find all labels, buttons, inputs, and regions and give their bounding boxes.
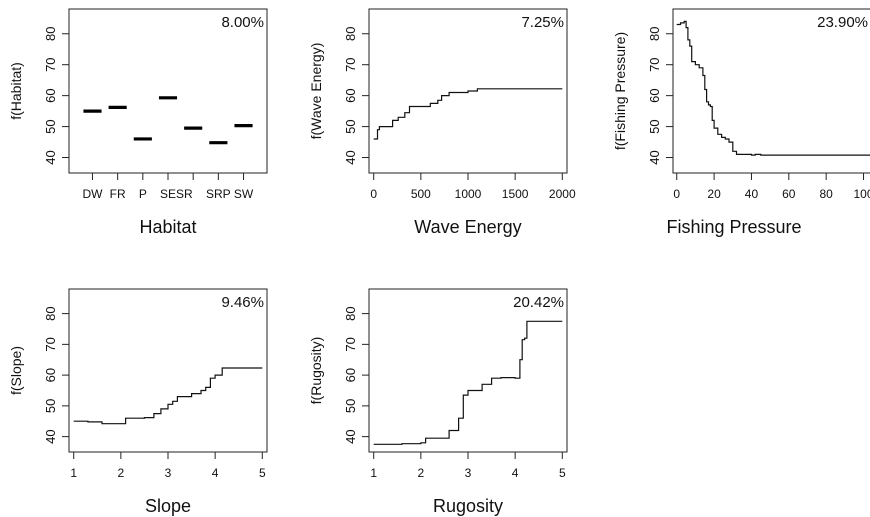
- x-tick-label: 20: [707, 187, 721, 201]
- x-tick-label: 4: [212, 466, 219, 480]
- panel-rugosity: 40 50 60 70 80 1 2 3 4 5 20.42% Rugosity f(Rugosity): [308, 288, 568, 516]
- importance-label: 20.42%: [513, 294, 564, 311]
- x-tick-label: 1: [370, 466, 377, 480]
- y-tick-label: 70: [343, 337, 358, 351]
- importance-label: 23.90%: [817, 14, 868, 31]
- y-tick-label: 50: [43, 399, 58, 413]
- y-tick-label: 60: [43, 88, 58, 102]
- y-axis-title: f(Slope): [8, 346, 24, 395]
- importance-label: 9.46%: [221, 294, 264, 311]
- x-tick-label: SW: [234, 187, 254, 201]
- y-tick-label: 70: [343, 57, 358, 71]
- x-tick-label: 0: [370, 187, 377, 201]
- y-tick-label: 40: [43, 429, 58, 443]
- panel-slope: 40 50 60 70 80 1 2 3 4 5 9.46% Slope f(Slope): [8, 288, 268, 516]
- x-tick-label: FR: [110, 187, 126, 201]
- x-tick-label: 60: [782, 187, 796, 201]
- x-tick-label: 80: [819, 187, 833, 201]
- plot-frame: [68, 8, 268, 174]
- y-tick-label: 50: [43, 119, 58, 133]
- x-tick-label: 0: [673, 187, 680, 201]
- y-axis-title: f(Habitat): [8, 62, 24, 120]
- y-tick-label: 60: [647, 88, 662, 102]
- y-tick-label: 40: [343, 150, 358, 164]
- x-tick-label: SESR: [160, 187, 193, 201]
- panel-fishing-pressure: 40 50 60 70 80 0 20 40 60 80 100 23.90% Fishing Pres…: [612, 8, 870, 237]
- x-axis-title: Habitat: [139, 217, 196, 237]
- x-tick-label: 40: [745, 187, 759, 201]
- x-tick-label: 500: [411, 187, 431, 201]
- x-tick-label: 3: [165, 466, 172, 480]
- response-line: [373, 320, 563, 445]
- y-tick-label: 60: [343, 88, 358, 102]
- x-tick-label: DW: [82, 187, 103, 201]
- plot-frame: [672, 8, 870, 174]
- response-line: [373, 88, 563, 140]
- x-tick-label: 100: [854, 187, 870, 201]
- y-tick-label: 80: [647, 27, 662, 41]
- x-tick-label: 2: [118, 466, 125, 480]
- response-line: [73, 367, 263, 425]
- x-axis-title: Wave Energy: [414, 217, 521, 237]
- x-tick-label: 2000: [549, 187, 576, 201]
- y-tick-label: 50: [343, 399, 358, 413]
- x-tick-label: 5: [559, 466, 566, 480]
- y-tick-label: 40: [43, 150, 58, 164]
- y-tick-label: 50: [343, 119, 358, 133]
- y-axis-title: f(Wave Energy): [308, 43, 324, 140]
- y-tick-label: 70: [43, 337, 58, 351]
- y-tick-label: 60: [43, 368, 58, 382]
- y-tick-label: 80: [43, 27, 58, 41]
- plot-frame: [68, 288, 268, 453]
- importance-label: 7.25%: [521, 14, 564, 31]
- y-axis-title: f(Fishing Pressure): [612, 32, 628, 150]
- x-axis-title: Rugosity: [433, 496, 503, 516]
- x-tick-label: 5: [259, 466, 266, 480]
- y-tick-label: 80: [343, 306, 358, 320]
- x-tick-label: 3: [465, 466, 472, 480]
- x-tick-label: P: [139, 187, 147, 201]
- x-tick-label: 1000: [455, 187, 482, 201]
- y-tick-label: 40: [343, 429, 358, 443]
- y-tick-label: 80: [343, 27, 358, 41]
- y-tick-label: 50: [647, 119, 662, 133]
- panel-habitat: 40 50 60 70 80 DW FR P SESR SRP SW 8.00% Habitat f(Ha…: [8, 8, 268, 237]
- y-tick-label: 80: [43, 306, 58, 320]
- y-tick-label: 70: [647, 57, 662, 71]
- plot-frame: [368, 288, 568, 453]
- y-tick-label: 70: [43, 57, 58, 71]
- response-line: [676, 20, 870, 156]
- x-tick-label: 1: [70, 466, 77, 480]
- x-axis-title: Slope: [145, 496, 191, 516]
- panel-wave-energy: 40 50 60 70 80 0 500 1000 1500 2000 7.25% Wave Ener…: [308, 8, 576, 237]
- x-tick-label: 4: [512, 466, 519, 480]
- y-axis-title: f(Rugosity): [308, 337, 324, 405]
- x-axis-title: Fishing Pressure: [666, 217, 801, 237]
- x-tick-label: 2: [418, 466, 425, 480]
- importance-label: 8.00%: [221, 14, 264, 31]
- y-tick-label: 60: [343, 368, 358, 382]
- x-tick-label: 1500: [502, 187, 529, 201]
- x-tick-label: SRP: [206, 187, 231, 201]
- y-tick-label: 40: [647, 150, 662, 164]
